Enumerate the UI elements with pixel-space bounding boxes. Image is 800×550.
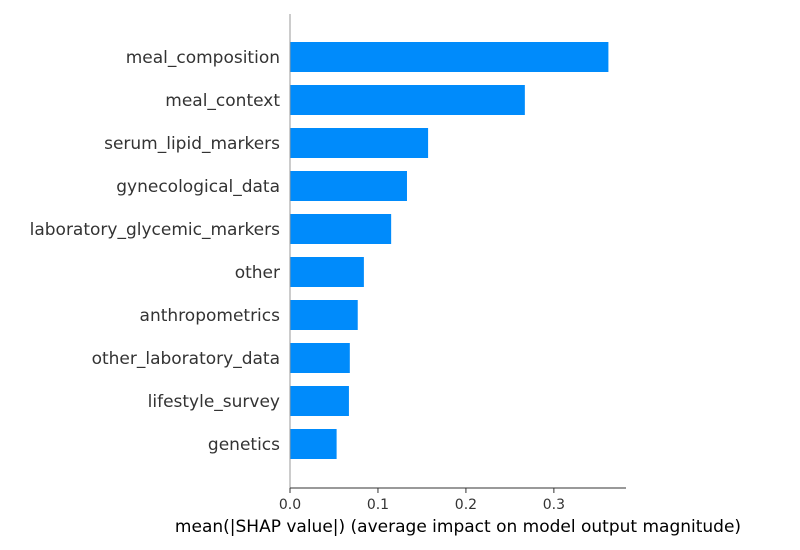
category-labels: meal_composition meal_context serum_lipid_…	[30, 48, 281, 455]
x-tick-label: 0.3	[543, 497, 565, 513]
bar-serum-lipid-markers	[290, 128, 429, 158]
category-label-genetics: genetics	[208, 435, 280, 455]
x-tick-label: 0.1	[367, 497, 389, 513]
x-axis-label: mean(|SHAP value|) (average impact on mo…	[175, 517, 741, 537]
bar-genetics	[290, 429, 337, 459]
category-label-laboratory-glycemic-markers: laboratory_glycemic_markers	[30, 220, 281, 240]
category-label-other-laboratory-data: other_laboratory_data	[92, 349, 280, 369]
category-label-meal-context: meal_context	[165, 91, 280, 111]
bar-other	[290, 257, 364, 287]
category-label-other: other	[235, 263, 280, 283]
bar-gynecological-data	[290, 171, 407, 201]
bar-anthropometrics	[290, 300, 358, 330]
x-tick-label: 0.2	[455, 497, 477, 513]
category-label-gynecological-data: gynecological_data	[116, 177, 280, 197]
bar-laboratory-glycemic-markers	[290, 214, 392, 244]
bar-other-laboratory-data	[290, 343, 350, 373]
bar-lifestyle-survey	[290, 386, 349, 416]
bar-meal-context	[290, 85, 525, 115]
x-tick-label: 0.0	[279, 497, 301, 513]
x-ticks-group: 0.0 0.1 0.2 0.3	[279, 488, 565, 513]
category-label-anthropometrics: anthropometrics	[140, 306, 281, 326]
bars-group	[290, 42, 609, 459]
category-label-serum-lipid-markers: serum_lipid_markers	[104, 134, 280, 154]
bar-meal-composition	[290, 42, 609, 72]
category-label-lifestyle-survey: lifestyle_survey	[148, 392, 280, 412]
category-label-meal-composition: meal_composition	[126, 48, 280, 68]
